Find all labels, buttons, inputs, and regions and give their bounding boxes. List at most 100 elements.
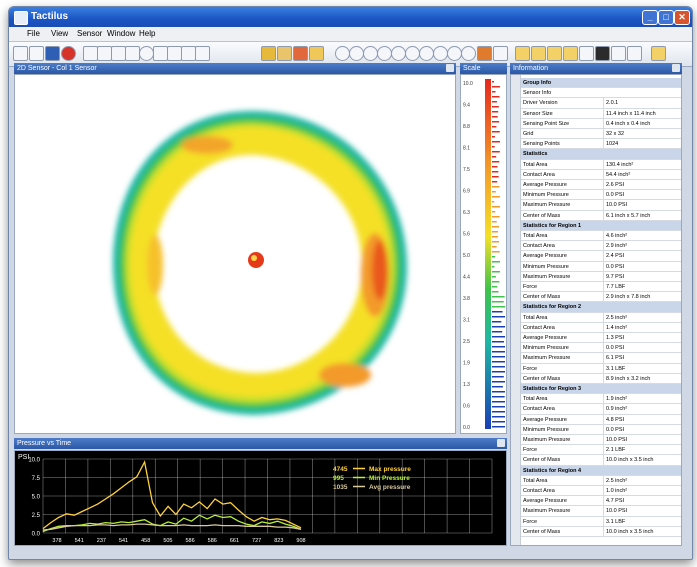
pressure-chart: PSI 10.0 7.5 5.0 2.5 0.0 378 541 237 541 458 505 586… — [14, 450, 507, 546]
histogram-bar — [492, 376, 504, 378]
info-row-label: Total Area — [523, 314, 548, 321]
histogram-bar — [492, 321, 502, 323]
region-5-icon[interactable] — [391, 46, 406, 61]
color-map-icon[interactable] — [293, 46, 308, 61]
histogram-bar — [492, 81, 494, 83]
menu-view[interactable]: View — [51, 29, 69, 38]
info-row-label: Contact Area — [523, 243, 555, 250]
maximize-button[interactable]: □ — [658, 10, 674, 25]
open-icon[interactable] — [29, 46, 44, 61]
polygon-icon[interactable] — [153, 46, 168, 61]
close-button[interactable]: ✕ — [674, 10, 690, 25]
x-tick-label: 541 — [119, 538, 128, 544]
histogram-bar — [492, 91, 496, 93]
line-icon[interactable] — [111, 46, 126, 61]
save-icon[interactable] — [45, 46, 60, 61]
map-close-icon[interactable] — [446, 64, 454, 72]
info-row-value: 1.4 inch² — [603, 322, 627, 333]
histogram-bar — [492, 246, 497, 248]
y-tick-label: 10.0 — [28, 458, 40, 464]
contour-view-icon[interactable] — [277, 46, 292, 61]
grid-view-icon[interactable] — [261, 46, 276, 61]
info-section-header[interactable]: Group Info — [521, 78, 681, 89]
info-row-label: Minimum Pressure — [523, 263, 569, 270]
menu-help[interactable]: Help — [139, 29, 156, 38]
arrow-icon[interactable] — [167, 46, 182, 61]
info-row-label: Minimum Pressure — [523, 345, 569, 352]
region-3-icon[interactable] — [363, 46, 378, 61]
chart-close-icon[interactable] — [497, 439, 505, 447]
info-row-label: Force — [523, 447, 538, 454]
info-section-header[interactable]: Statistics for Region 4 — [521, 465, 681, 476]
info-close-icon[interactable] — [672, 64, 680, 72]
y-axis-label: PSI — [18, 454, 29, 461]
menu-file[interactable]: File — [27, 29, 40, 38]
histogram-bar — [492, 381, 505, 383]
scale-label: 0.0 — [463, 425, 470, 431]
ellipse-icon[interactable] — [139, 46, 154, 61]
region-9-icon[interactable] — [447, 46, 462, 61]
info-row-label: Center of Mass — [523, 528, 561, 535]
info-row-label: Driver Version — [523, 100, 558, 107]
info-row-value: 4.8 PSI — [603, 414, 624, 425]
info-section-label: Statistics for Region 4 — [523, 467, 582, 474]
pressure-map-svg — [113, 110, 407, 415]
info-section-header[interactable]: Statistics for Region 1 — [521, 220, 681, 231]
pointer-icon[interactable] — [83, 46, 98, 61]
region-7-icon[interactable] — [419, 46, 434, 61]
region-settings-icon[interactable] — [477, 46, 492, 61]
x-tick-label: 541 — [75, 538, 84, 544]
new-icon[interactable] — [13, 46, 28, 61]
info-row: Force 3.1 LBF — [521, 363, 681, 374]
info-row-label: Total Area — [523, 161, 548, 168]
help-icon[interactable] — [651, 46, 666, 61]
pen-icon[interactable] — [97, 46, 112, 61]
print-icon[interactable] — [611, 46, 626, 61]
camera-icon[interactable] — [595, 46, 610, 61]
eraser-icon[interactable] — [195, 46, 210, 61]
info-row-label: Maximum Pressure — [523, 202, 571, 209]
info-row: Contact Area 54.4 inch² — [521, 169, 681, 180]
info-row-label: Average Pressure — [523, 416, 567, 423]
x-tick-label: 908 — [296, 538, 305, 544]
region-clear-icon[interactable] — [493, 46, 508, 61]
legend-id: 1035 — [333, 484, 348, 491]
histogram-bar — [492, 166, 498, 168]
info-row-label: Total Area — [523, 396, 548, 403]
info-section-header[interactable]: Statistics for Region 3 — [521, 384, 681, 395]
histogram-bar — [492, 116, 498, 118]
info-section-header[interactable]: Statistics for Region 2 — [521, 302, 681, 313]
histogram-bar — [492, 271, 500, 273]
stop-icon[interactable] — [547, 46, 562, 61]
select-arrow-icon[interactable] — [181, 46, 196, 61]
text-icon[interactable] — [627, 46, 642, 61]
x-tick-label: 727 — [252, 538, 261, 544]
histogram-bar — [492, 281, 500, 283]
region-10-icon[interactable] — [461, 46, 476, 61]
info-row-label: Maximum Pressure — [523, 355, 571, 362]
play-icon[interactable] — [515, 46, 530, 61]
menu-bar: File View Sensor Window Help — [9, 27, 692, 42]
info-row: Center of Mass 10.0 inch x 3.5 inch — [521, 455, 681, 466]
info-row: Maximum Pressure 10.0 PSI — [521, 506, 681, 517]
rectangle-icon[interactable] — [125, 46, 140, 61]
menu-sensor[interactable]: Sensor — [77, 29, 103, 38]
record-icon[interactable] — [61, 46, 76, 61]
histogram-bar — [492, 371, 505, 373]
region-8-icon[interactable] — [433, 46, 448, 61]
region-1-icon[interactable] — [335, 46, 350, 61]
region-4-icon[interactable] — [377, 46, 392, 61]
info-row-label: Sensing Point Size — [523, 120, 570, 127]
info-row-label: Contact Area — [523, 488, 555, 494]
region-2-icon[interactable] — [349, 46, 364, 61]
menu-window[interactable]: Window — [107, 29, 136, 38]
step-icon[interactable] — [563, 46, 578, 61]
histogram-bar — [492, 191, 496, 193]
settings-icon[interactable] — [579, 46, 594, 61]
pause-icon[interactable] — [531, 46, 546, 61]
region-6-icon[interactable] — [405, 46, 420, 61]
surface-view-icon[interactable] — [309, 46, 324, 61]
pressure-map[interactable] — [14, 74, 456, 434]
info-section-header[interactable]: Statistics — [521, 149, 681, 160]
minimize-button[interactable]: _ — [642, 10, 658, 25]
